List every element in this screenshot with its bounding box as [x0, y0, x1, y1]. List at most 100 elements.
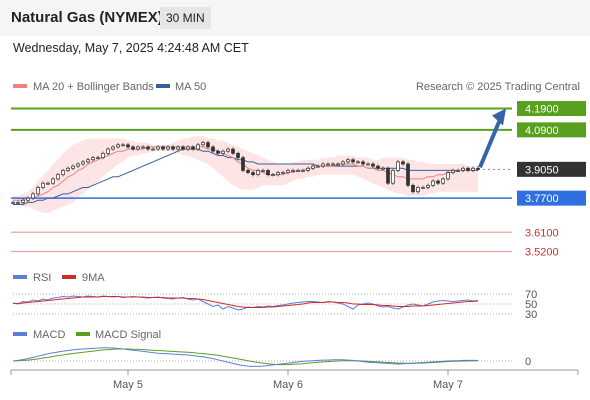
candle-body: [431, 180, 435, 186]
candle-body: [26, 197, 30, 201]
candle-body: [121, 144, 125, 147]
candle-body: [206, 142, 210, 148]
candle-body: [126, 144, 130, 148]
rsi-ma-line: [13, 296, 479, 308]
level-tag-4.1900: [517, 101, 586, 117]
candle-body: [231, 148, 235, 154]
candle-body: [271, 174, 275, 177]
candle-body: [361, 161, 365, 165]
chart-header: Natural Gas (NYMEX) 30 MIN: [0, 0, 590, 36]
candle-body: [376, 165, 380, 169]
candle-body: [16, 202, 20, 204]
candle-body: [406, 163, 410, 186]
forecast-arrow-shaft: [478, 118, 502, 169]
candle-body: [176, 146, 180, 150]
bollinger-band: [13, 136, 478, 214]
candle-body: [391, 170, 395, 184]
legend-macd-signal-label: MACD Signal: [95, 329, 161, 341]
candle-body: [421, 187, 425, 189]
x-tick-label: May 7: [433, 379, 463, 391]
x-tick-label: May 6: [273, 379, 303, 391]
legend-rsi-swatch: [13, 275, 27, 279]
legend-ma50-label: MA 50: [175, 81, 206, 93]
candle-body: [311, 165, 315, 169]
candle-body: [111, 146, 115, 150]
macd-line: [12, 347, 478, 367]
candle-body: [256, 170, 260, 176]
candle-body: [301, 170, 305, 172]
ma20-line: [13, 146, 479, 201]
candle-body: [56, 174, 60, 180]
candle-body: [401, 161, 405, 165]
candle-body: [416, 187, 420, 193]
candle-body: [211, 146, 215, 152]
candle-body: [196, 144, 200, 150]
candle-body: [146, 146, 150, 150]
rsi-level-label: 30: [525, 309, 537, 321]
candle-body: [456, 170, 460, 172]
candle-body: [156, 146, 160, 150]
legend-macd-signal-swatch: [76, 332, 90, 336]
x-axis: May 5 May 6 May 7: [10, 369, 579, 391]
candle-body: [426, 184, 430, 188]
candle-body: [86, 159, 90, 163]
candle-body: [296, 170, 300, 172]
candle-body: [346, 159, 350, 163]
candle-body: [436, 180, 440, 184]
candle-body: [466, 167, 470, 171]
candle-body: [236, 152, 240, 158]
level-label-4.1900: 4.1900: [525, 104, 559, 116]
timeframe-badge[interactable]: 30 MIN: [160, 7, 211, 29]
legend-rsi-ma-swatch: [62, 275, 76, 279]
candle-body: [106, 148, 110, 154]
candle-body: [336, 163, 340, 166]
candle-body: [221, 150, 225, 154]
candle-body: [216, 150, 220, 154]
candle-body: [91, 157, 95, 161]
candle-body: [471, 167, 475, 171]
legend-macd-swatch: [13, 332, 27, 336]
legend-ma50-swatch: [156, 84, 170, 88]
price-panel: 4.1900 4.0900 3.9050 3.7700 3.6100 3.5200: [11, 101, 586, 258]
legend-rsi-ma-label: 9MA: [82, 272, 105, 284]
candle-body: [366, 163, 370, 166]
candle-body: [351, 159, 355, 163]
candle-body: [96, 157, 100, 159]
legend-ma20-swatch: [13, 84, 27, 88]
credit-text: Research © 2025 Trading Central: [416, 81, 580, 93]
ma50-line: [13, 148, 478, 205]
candle-body: [441, 178, 445, 184]
level-label-3.5200: 3.5200: [525, 246, 559, 258]
rsi-level-label: 70: [525, 289, 537, 301]
level-tag-4.0900: [517, 122, 586, 138]
candle-body: [116, 144, 120, 148]
macd-panel: 0: [12, 347, 531, 368]
candle-body: [76, 163, 80, 167]
candle-body: [251, 172, 255, 176]
candle-body: [356, 161, 360, 164]
candle-body: [321, 163, 325, 167]
legend-rsi-label: RSI: [33, 272, 51, 284]
candle-body: [381, 167, 385, 170]
level-label-4.0900: 4.0900: [525, 125, 559, 137]
candle-body: [186, 146, 190, 150]
legend-ma20-label: MA 20 + Bollinger Bands: [33, 81, 154, 93]
candle-body: [411, 184, 415, 193]
candle-body: [201, 142, 205, 146]
candle-body: [21, 199, 25, 203]
candle-body: [261, 170, 265, 172]
candle-body: [276, 172, 280, 176]
candle-body: [131, 146, 135, 150]
candle-body: [151, 148, 155, 151]
candle-body: [286, 170, 290, 173]
candle-body: [316, 165, 320, 168]
candle-body: [51, 178, 55, 184]
timestamp: Wednesday, May 7, 2025 4:24:48 AM CET: [13, 41, 249, 55]
candle-body: [41, 182, 45, 188]
candle-body: [461, 167, 465, 171]
candle-body: [161, 146, 165, 150]
rsi-level-label: 50: [525, 299, 537, 311]
candle-body: [171, 146, 175, 150]
candle-body: [166, 146, 170, 150]
